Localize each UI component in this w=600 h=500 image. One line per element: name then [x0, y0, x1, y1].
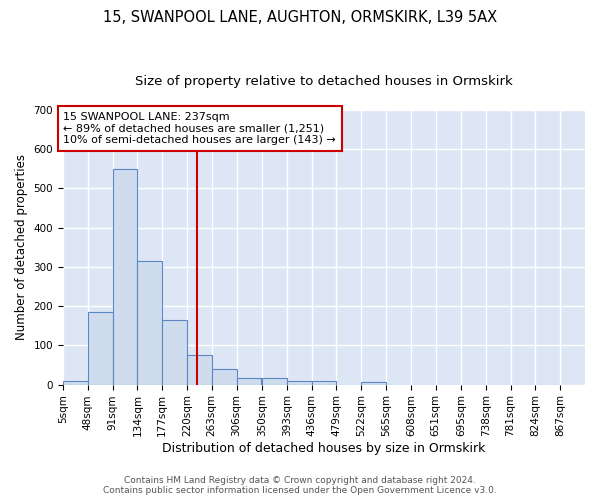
Bar [187, 355, 212, 384]
Text: Contains HM Land Registry data © Crown copyright and database right 2024.
Contai: Contains HM Land Registry data © Crown c… [103, 476, 497, 495]
Bar [287, 380, 311, 384]
Bar [236, 378, 262, 384]
Text: 15 SWANPOOL LANE: 237sqm
← 89% of detached houses are smaller (1,251)
10% of sem: 15 SWANPOOL LANE: 237sqm ← 89% of detach… [64, 112, 336, 145]
Bar [162, 320, 187, 384]
Y-axis label: Number of detached properties: Number of detached properties [15, 154, 28, 340]
Bar [137, 261, 162, 384]
Text: 15, SWANPOOL LANE, AUGHTON, ORMSKIRK, L39 5AX: 15, SWANPOOL LANE, AUGHTON, ORMSKIRK, L3… [103, 10, 497, 25]
Bar [113, 169, 137, 384]
Bar [262, 378, 287, 384]
Bar [88, 312, 113, 384]
Bar [212, 369, 236, 384]
Bar [63, 382, 88, 384]
Bar [361, 382, 386, 384]
X-axis label: Distribution of detached houses by size in Ormskirk: Distribution of detached houses by size … [162, 442, 485, 455]
Bar [311, 380, 337, 384]
Title: Size of property relative to detached houses in Ormskirk: Size of property relative to detached ho… [135, 75, 513, 88]
